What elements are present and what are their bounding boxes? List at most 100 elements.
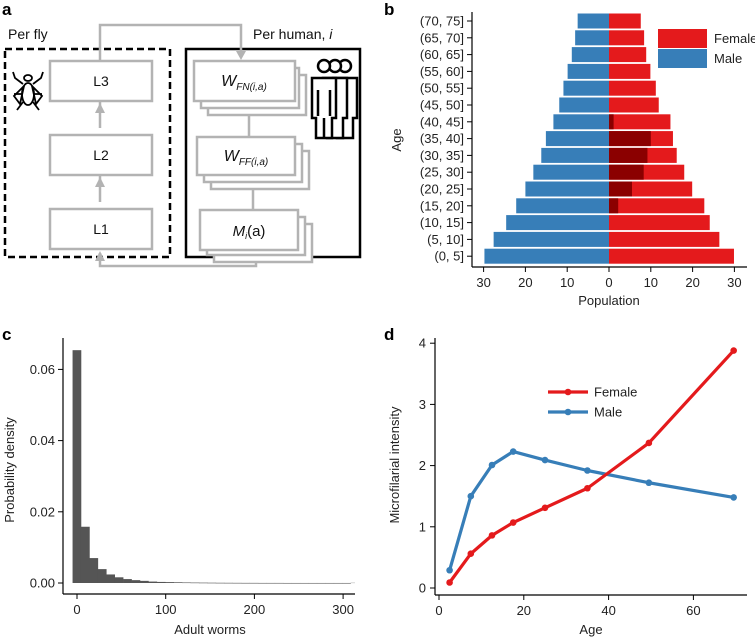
m-label: Mi(a) (233, 223, 266, 241)
legend-label-male: Male (594, 405, 622, 420)
histogram-bar (207, 582, 217, 584)
y-tick-label: (0, 5] (434, 249, 464, 264)
arrow-head (95, 251, 105, 261)
y-tick-label: (35, 40] (420, 131, 464, 146)
histogram-bar (165, 582, 174, 583)
female-line (448, 349, 735, 584)
y-tick-label: (65, 70] (420, 30, 464, 45)
histogram-bar (80, 526, 90, 583)
y-tick-label: (25, 30] (420, 165, 464, 180)
y-tick-label: 0 (419, 581, 426, 596)
y-tick-label: (20, 25] (420, 182, 464, 197)
panel-c-histogram: 0.00 0.02 0.04 0.06 0 100 200 300 Adult worms Pro… (2, 338, 355, 637)
histogram-bar (97, 569, 107, 583)
male-bar (567, 63, 609, 79)
histogram-bar (308, 582, 318, 584)
female-point (541, 504, 549, 512)
male-point (446, 566, 453, 574)
female-dark-bar (609, 147, 648, 163)
histogram-bar (148, 581, 158, 583)
female-point (645, 439, 653, 447)
y-tick-label: (70, 75] (420, 14, 464, 29)
x-tick-label: 40 (601, 603, 615, 618)
y-tick-label: (50, 55] (420, 81, 464, 96)
y-tick-label: (55, 60] (420, 64, 464, 79)
y-tick-label: (60, 65] (420, 47, 464, 62)
y-axis-label: Age (389, 128, 404, 151)
y-tick-label: (5, 10] (427, 232, 464, 247)
y-tick-label: 0.02 (30, 504, 55, 519)
w-ff-stack: WFF(i,a) (195, 135, 311, 191)
male-bar (506, 215, 609, 231)
x-tick-label: 100 (155, 602, 177, 617)
histogram-bar (300, 582, 309, 584)
legend-marker-female (564, 388, 572, 396)
female-bar (609, 30, 645, 46)
male-bar (525, 181, 609, 197)
male-bar (545, 131, 609, 147)
y-tick-label: 3 (419, 397, 426, 412)
m-stack: Mi(a) (198, 208, 314, 264)
female-point (730, 347, 737, 354)
legend-label-female: Female (594, 385, 637, 400)
male-bar (577, 13, 609, 29)
legend-swatch-male (658, 49, 707, 68)
histogram-bar (114, 577, 124, 583)
x-tick-label: 0 (73, 602, 80, 617)
x-tick-label: 10 (644, 275, 658, 290)
male-point (509, 448, 517, 455)
l1-box (48, 207, 154, 251)
x-tick-label: 30 (476, 275, 490, 290)
histogram-bar (190, 582, 200, 584)
y-tick-label: 1 (419, 519, 426, 534)
histogram-bar (342, 582, 351, 584)
per-human-index: i (329, 26, 333, 42)
panel-label-a: a (2, 0, 12, 19)
male-bar (571, 47, 609, 63)
female-dark-bar (609, 181, 632, 197)
arrow-head (95, 177, 105, 187)
y-axis-label: Probability density (2, 417, 17, 523)
x-tick-label: 10 (560, 275, 574, 290)
connector-human-stack (247, 115, 255, 210)
female-bar (609, 97, 659, 113)
male-bar (541, 147, 609, 163)
histogram-tail (350, 582, 355, 584)
y-tick-label: (10, 15] (420, 215, 464, 230)
female-bar (609, 47, 647, 63)
female-dark-bar (609, 131, 651, 147)
female-point (584, 484, 591, 492)
fly-icon (12, 71, 44, 111)
w-fn-label: WFN(i,a) (221, 73, 267, 93)
histogram-bar (89, 558, 99, 583)
panel-label-d: d (384, 325, 394, 344)
y-tick-label: (40, 45] (420, 114, 464, 129)
connector-l3-to-wfn (98, 23, 243, 61)
histogram-bar (182, 582, 191, 584)
panel-a-diagram: Per fly Per human, i L3 L2 L1 WFN(i,a) (3, 23, 362, 268)
panel-b-population-pyramid: (0, 5] (5, 10] (10, 15] (15, 20](20, 25] (25… (389, 12, 755, 308)
female-point (467, 550, 475, 558)
histogram-bar (139, 580, 149, 583)
y-tick-label: (15, 20] (420, 198, 464, 213)
panel-label-c: c (2, 325, 11, 344)
x-axis-label: Population (578, 293, 639, 308)
legend-marker-male (564, 408, 572, 416)
l3-box (48, 59, 154, 103)
male-line (448, 449, 734, 571)
female-bar (609, 215, 710, 231)
x-tick-label: 300 (332, 602, 354, 617)
histogram-bar (173, 582, 183, 583)
legend-label-female: Female (714, 31, 755, 46)
l3-label: L3 (93, 73, 109, 89)
histogram-bar (266, 582, 276, 584)
histogram-bar (283, 582, 292, 584)
histogram-bar (72, 350, 82, 583)
male-bar (559, 97, 609, 113)
female-dark-bar (609, 164, 644, 180)
histogram-bar (241, 582, 250, 584)
male-bar (575, 30, 609, 46)
y-tick-label: (30, 35] (420, 148, 464, 163)
arrow-head (95, 103, 105, 113)
